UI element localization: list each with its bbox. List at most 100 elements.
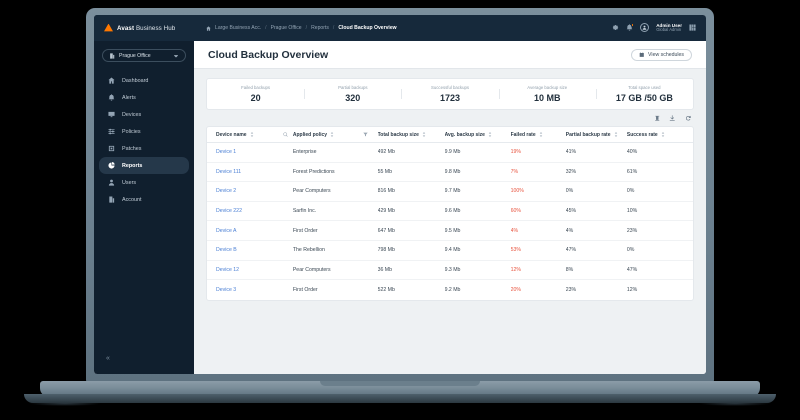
filter-icon[interactable] (363, 132, 368, 137)
table-row[interactable]: Device A First Order 647 Mb 9.5 Mb 4% 4%… (207, 221, 693, 241)
content-body: Failed backups 20 Partial backups 320 Su… (194, 69, 706, 301)
user-icon (642, 26, 647, 31)
column-label: Partial backup rate (565, 131, 611, 138)
cell-avg-backup-size: 9.2 Mb (444, 286, 461, 293)
breadcrumb-item-1[interactable]: Prague Office (270, 25, 302, 31)
cell-partial-backup-rate: 45% (565, 208, 577, 215)
table-row[interactable]: Device 12 Pear Computers 36 Mb 9.3 Mb 12… (207, 261, 693, 281)
sidebar-item-devices[interactable]: Devices (99, 106, 189, 123)
cell-failed-rate: 20% (510, 286, 521, 293)
cell-applied-policy: Pear Computers (292, 266, 331, 273)
cell-device-name[interactable]: Device B (216, 247, 237, 254)
column-header-failed-rate[interactable]: Failed rate (511, 132, 566, 138)
column-header-partial-backup-rate[interactable]: Partial backup rate (566, 132, 627, 138)
notification-badge (630, 23, 635, 27)
cell-device-name[interactable]: Device 2 (216, 188, 237, 195)
stats-summary: Failed backups 20 Partial backups 320 Su… (206, 78, 694, 110)
stat-successful-backups: Successful backups 1723 (401, 85, 498, 103)
cell-device-name[interactable]: Device 1 (216, 149, 237, 156)
stat-label: Failed backups (241, 85, 271, 91)
stat-label: Average backup size (527, 85, 568, 91)
cell-success-rate: 61% (626, 168, 638, 175)
sidebar-item-policies[interactable]: Policies (99, 123, 189, 140)
sidebar-item-users[interactable]: Users (99, 174, 189, 191)
laptop-foot-right (700, 401, 770, 406)
brand-logo[interactable]: Avast Business Hub (94, 15, 194, 41)
sidebar-item-patches[interactable]: Patches (99, 140, 189, 157)
apps-icon[interactable] (689, 24, 696, 32)
cell-failed-rate: 7% (510, 168, 519, 175)
sidebar-item-label: Alerts (122, 94, 136, 101)
sidebar-item-label: Reports (122, 162, 143, 169)
cell-success-rate: 0% (626, 247, 635, 254)
gear-icon[interactable] (612, 24, 619, 31)
cell-failed-rate: 100% (510, 188, 524, 195)
sidebar-item-label: Account (122, 196, 142, 203)
column-header-success-rate[interactable]: Success rate (627, 132, 684, 138)
table-row[interactable]: Device 2 Pear Computers 816 Mb 9.7 Mb 10… (207, 182, 693, 202)
column-header-avg-backup-size[interactable]: Avg. backup size (445, 132, 511, 138)
view-schedules-label: View schedules (648, 51, 684, 58)
notifications-wrap[interactable] (626, 23, 635, 32)
table-header-row: Device name Applied policy Total backup (207, 127, 693, 143)
cell-success-rate: 12% (626, 286, 638, 293)
table-row[interactable]: Device 1 Enterprise 492 Mb 9.9 Mb 19% 41… (207, 143, 693, 163)
stat-average-backup-size: Average backup size 10 MB (498, 85, 596, 103)
brand-light: Business Hub (135, 24, 176, 32)
column-header-device-name[interactable]: Device name (216, 132, 293, 138)
download-icon[interactable] (669, 115, 676, 122)
sidebar-item-alerts[interactable]: Alerts (99, 89, 189, 106)
sidebar-item-dashboard[interactable]: Dashboard (99, 72, 189, 89)
cell-applied-policy: The Rebellion (292, 247, 325, 254)
cell-partial-backup-rate: 0% (565, 188, 574, 195)
sidebar-item-account[interactable]: Account (99, 191, 189, 208)
calendar-icon (639, 52, 644, 57)
cell-device-name[interactable]: Device 3 (216, 286, 237, 293)
stat-value: 10 MB (533, 92, 561, 103)
column-header-total-backup-size[interactable]: Total backup size (378, 132, 445, 138)
user-icon (108, 179, 115, 186)
cell-avg-backup-size: 9.9 Mb (444, 149, 461, 156)
columns-icon[interactable] (654, 115, 661, 122)
refresh-icon[interactable] (685, 115, 692, 122)
cell-total-backup-size: 55 Mb (377, 168, 392, 175)
table-toolbar (206, 110, 694, 126)
sidebar-item-reports[interactable]: Reports (99, 157, 189, 174)
search-icon[interactable] (282, 132, 288, 137)
cell-device-name[interactable]: Device A (216, 227, 237, 234)
sliders-icon (108, 128, 115, 135)
breadcrumb-item-2[interactable]: Reports (311, 25, 329, 31)
collapse-sidebar-button[interactable]: « (106, 355, 110, 362)
cell-total-backup-size: 522 Mb (377, 286, 395, 293)
cell-success-rate: 0% (626, 188, 635, 195)
table-row[interactable]: Device B The Rebellion 798 Mb 9.4 Mb 53%… (207, 241, 693, 261)
sort-icon (614, 132, 617, 137)
sort-icon (661, 132, 664, 137)
stat-label: Total space used (628, 85, 661, 91)
stat-value: 1723 (439, 92, 461, 103)
office-selector[interactable]: Prague Office (102, 49, 186, 62)
breadcrumb-item-0[interactable]: Large Business Acc. (215, 25, 262, 31)
column-label: Success rate (626, 131, 658, 138)
stat-value: 17 GB /50 GB (615, 92, 673, 103)
table-row[interactable]: Device 3 First Order 522 Mb 9.2 Mb 20% 2… (207, 280, 693, 300)
cell-success-rate: 10% (626, 208, 638, 215)
cell-success-rate: 40% (626, 149, 638, 156)
user-info[interactable]: Admin User Global Admin (656, 23, 682, 33)
stat-total-space-used: Total space used 17 GB /50 GB (595, 85, 693, 103)
cell-total-backup-size: 816 Mb (377, 188, 395, 195)
cell-device-name[interactable]: Device 111 (216, 168, 242, 175)
avatar[interactable] (640, 23, 650, 33)
building-icon (109, 196, 115, 203)
table-row[interactable]: Device 222 Sarfin Inc. 429 Mb 9.6 Mb 60%… (207, 202, 693, 222)
cell-success-rate: 23% (626, 227, 638, 234)
breadcrumb-separator: / (305, 25, 308, 31)
view-schedules-button[interactable]: View schedules (631, 48, 692, 61)
user-name: Admin User (656, 22, 682, 28)
cell-device-name[interactable]: Device 12 (216, 266, 240, 273)
cell-device-name[interactable]: Device 222 (216, 208, 242, 215)
table-row[interactable]: Device 111 Forest Predictions 55 Mb 9.8 … (207, 163, 693, 183)
column-header-applied-policy[interactable]: Applied policy (293, 132, 378, 138)
sort-icon (488, 132, 492, 137)
